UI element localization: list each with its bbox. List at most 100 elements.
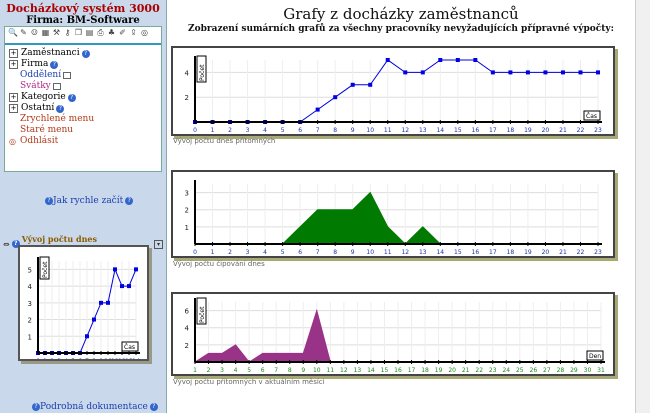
x-tick-label: 22	[577, 249, 585, 256]
data-point	[106, 300, 110, 305]
chart-present-today: 2 4 0 1 2 3 4 5 6 7 8 9 10 11 12 13 14 15 16 17 18 19 20 21 22 23…	[171, 46, 615, 136]
menu-item-svatky[interactable]: Svátky	[20, 81, 161, 92]
edit-icon[interactable]: ✐	[119, 28, 126, 37]
x-tick-label: 7	[316, 249, 320, 256]
print-icon[interactable]: ⎙	[97, 28, 104, 37]
data-point	[134, 267, 138, 272]
x-tick-label: 16	[472, 127, 480, 134]
x-tick-label: 4	[263, 127, 267, 134]
dropdown-icon[interactable]: ▾	[154, 239, 163, 249]
y-tick-label: 2	[185, 207, 189, 215]
x-tick-label: 1	[43, 358, 47, 359]
chart-chipping-today: 1 2 3 0 1 2 3 4 5 6 7 8 9 10 11 12 13 14 15 16 17 18 19 20 21 22 2…	[171, 170, 615, 258]
x-tick-label: 4	[234, 367, 238, 374]
target-icon[interactable]: ◎	[141, 28, 148, 37]
key-icon[interactable]: ⚷	[64, 28, 71, 37]
x-axis-label: Čas	[586, 113, 597, 120]
mini-chart-svg: 1234501234567891011121314PočetČas	[28, 256, 140, 365]
x-tick-label: 6	[298, 127, 302, 134]
x-tick-label: 15	[454, 127, 462, 134]
page-title: Grafy z docházky zaměstnanců	[283, 5, 519, 23]
x-tick-label: 23	[489, 367, 497, 374]
x-tick-label: 5	[247, 367, 251, 374]
chart-present-month: 2 4 6 1 2 3 4 5 6 7 8 9 10 11 12 13 14 15 16 17 18 19 20 21 22 23…	[171, 292, 615, 376]
menu-item-kategorie[interactable]: + Kategorie?	[9, 92, 161, 103]
menu-label: Kategorie	[21, 92, 66, 102]
x-label-box	[586, 350, 604, 361]
pencil-icon[interactable]: ✎	[20, 28, 27, 37]
export-icon[interactable]: ⇪	[130, 28, 137, 37]
x-tick-label: 9	[351, 127, 355, 134]
x-tick-label: 28	[557, 367, 565, 374]
table-icon[interactable]: ▦	[41, 28, 50, 37]
expand-icon[interactable]: +	[9, 49, 18, 58]
help-icon[interactable]: ?	[56, 104, 65, 113]
menu-item-ostatni[interactable]: + Ostatní?	[9, 103, 161, 114]
x-tick-label: 17	[489, 127, 497, 134]
help-icon[interactable]: ?	[67, 93, 76, 102]
help-icon: ?	[32, 403, 40, 411]
menu-item-stare-menu[interactable]: Staré menu	[20, 125, 74, 135]
x-tick-label: 3	[57, 358, 61, 359]
chart-present-today-svg: 240 1 2 3 4 5 6 7 8 9 10 11 12 13 14 15 16 17 18 19 20 21 22 23…	[185, 55, 602, 134]
window-icon[interactable]	[52, 83, 61, 90]
x-tick-label: 14	[132, 358, 140, 359]
x-tick-label: 14	[367, 367, 375, 374]
x-tick-label: 26	[530, 367, 538, 374]
y-axis-label: Počet	[199, 306, 206, 323]
menu-label: Firma	[21, 59, 49, 69]
people-icon[interactable]: ☺	[30, 28, 39, 37]
help-icon[interactable]: ?	[81, 49, 90, 58]
x-tick-label: 18	[507, 249, 515, 256]
menu-label: Svátky	[20, 81, 51, 91]
data-point	[490, 70, 495, 75]
y-tick-label: 2	[185, 342, 189, 350]
x-tick-label: 14	[436, 127, 444, 134]
y-tick-label: 1	[28, 333, 32, 341]
menu-item-firma[interactable]: + Firma?	[9, 59, 161, 70]
data-point	[578, 70, 583, 75]
menu-item-zrychlene-menu[interactable]: Zrychlené menu	[20, 114, 95, 124]
tree-icon[interactable]: ♣	[107, 28, 116, 37]
x-label-box	[121, 341, 139, 352]
tools-icon[interactable]: ⚒	[52, 28, 61, 37]
x-tick-label: 3	[246, 249, 250, 256]
x-tick-label: 5	[71, 358, 75, 359]
x-tick-label: 12	[401, 127, 409, 134]
y-tick-label: 5	[28, 266, 32, 274]
docs-link[interactable]: ? Podrobná dokumentace ?	[30, 402, 158, 412]
x-tick-label: 12	[401, 249, 409, 256]
x-tick-label: 31	[597, 367, 605, 374]
search-icon[interactable]: 🔍	[8, 28, 18, 37]
help-icon[interactable]: ?	[11, 240, 20, 248]
document-icon[interactable]: ▤	[85, 28, 94, 37]
help-icon: ?	[149, 403, 158, 411]
menu-label: Zaměstnanci	[21, 48, 80, 58]
quick-start-link[interactable]: ? Jak rychle začít ?	[43, 196, 134, 206]
x-tick-label: 22	[475, 367, 483, 374]
window-icon[interactable]	[63, 72, 72, 79]
expand-icon[interactable]: +	[9, 104, 18, 113]
expand-icon[interactable]: +	[9, 60, 18, 69]
vertical-scrollbar[interactable]	[635, 0, 650, 413]
y-tick-label: 6	[185, 308, 190, 316]
expand-icon[interactable]: +	[9, 93, 18, 102]
data-point	[99, 300, 103, 305]
x-tick-label: 13	[419, 249, 427, 256]
menu-item-oddeleni[interactable]: Oddělení	[20, 70, 161, 81]
x-tick-label: 18	[421, 367, 429, 374]
copy-icon[interactable]: ❐	[74, 28, 83, 37]
move-icon[interactable]: ⇔	[3, 239, 10, 249]
x-tick-label: 19	[524, 249, 532, 256]
x-tick-label: 4	[64, 358, 68, 359]
x-tick-label: 21	[462, 367, 470, 374]
data-point	[420, 70, 425, 75]
data-point	[543, 70, 548, 75]
help-icon[interactable]: ?	[50, 60, 59, 69]
x-tick-label: 27	[543, 367, 551, 374]
x-tick-label: 5	[281, 249, 285, 256]
menu-item-zamestnanci[interactable]: + Zaměstnanci?	[9, 48, 161, 59]
data-line	[195, 59, 598, 123]
menu-item-odhlasit[interactable]: ◎ Odhlásit	[9, 136, 161, 147]
